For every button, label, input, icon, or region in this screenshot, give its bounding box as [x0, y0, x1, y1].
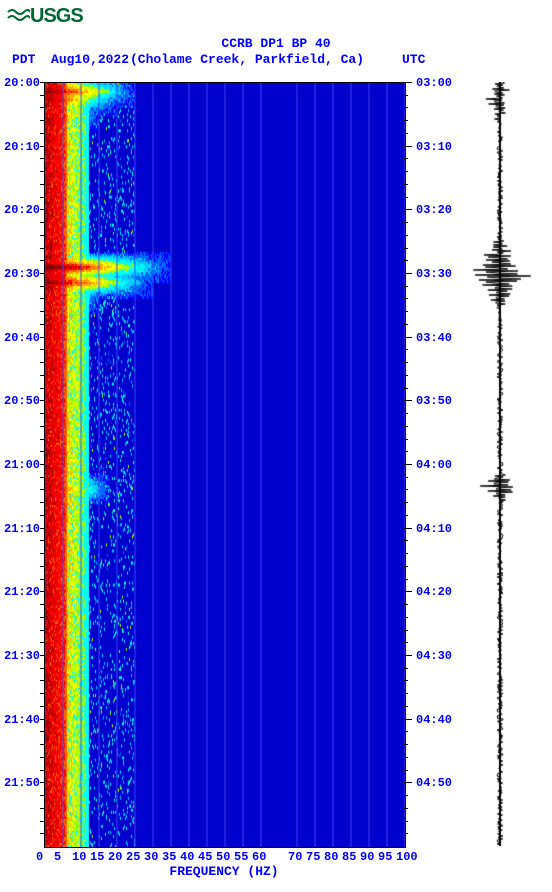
ytick-left: 20:20: [4, 203, 40, 217]
xtick: 45: [198, 850, 212, 864]
ytick-right: 04:30: [416, 649, 452, 663]
xtick: 60: [252, 850, 266, 864]
ytick-left: 21:10: [4, 522, 40, 536]
timezone-utc-label: UTC: [402, 52, 425, 67]
ytick-left: 21:30: [4, 649, 40, 663]
ytick-right: 03:20: [416, 203, 452, 217]
logo-text: USGS: [30, 5, 83, 28]
ytick-right: 03:30: [416, 267, 452, 281]
x-axis-label: FREQUENCY (HZ): [44, 864, 404, 879]
xtick: 80: [324, 850, 338, 864]
location-label: (Cholame Creek, Parkfield, Ca): [130, 52, 364, 67]
xtick: 70: [288, 850, 302, 864]
ytick-left: 21:50: [4, 776, 40, 790]
ytick-right: 03:40: [416, 331, 452, 345]
ytick-right: 04:10: [416, 522, 452, 536]
spectrogram-canvas: [45, 83, 405, 847]
xtick: 15: [90, 850, 104, 864]
ytick-left: 20:50: [4, 394, 40, 408]
ytick-left: 21:20: [4, 585, 40, 599]
ytick-left: 21:40: [4, 713, 40, 727]
xtick: 5: [54, 850, 61, 864]
xtick: 75: [306, 850, 320, 864]
ytick-left: 20:30: [4, 267, 40, 281]
date-label: Aug10,2022: [51, 52, 129, 67]
xtick: 30: [144, 850, 158, 864]
ytick-left: 20:00: [4, 76, 40, 90]
xtick: 35: [162, 850, 176, 864]
xtick: 90: [360, 850, 374, 864]
xtick: 20: [108, 850, 122, 864]
ytick-right: 03:10: [416, 140, 452, 154]
usgs-logo: USGS: [6, 4, 83, 28]
ytick-right: 04:50: [416, 776, 452, 790]
date-line: PDT Aug10,2022: [12, 52, 129, 67]
xtick: 0: [36, 850, 43, 864]
ytick-right: 03:00: [416, 76, 452, 90]
spectrogram-plot: [44, 82, 406, 848]
wave-icon: [6, 4, 30, 28]
ytick-right: 04:40: [416, 713, 452, 727]
chart-container: USGS CCRB DP1 BP 40 PDT Aug10,2022 (Chol…: [0, 0, 552, 892]
ytick-left: 21:00: [4, 458, 40, 472]
xtick: 100: [396, 850, 418, 864]
xtick: 55: [234, 850, 248, 864]
xtick: 10: [72, 850, 86, 864]
xtick: 85: [342, 850, 356, 864]
xtick: 50: [216, 850, 230, 864]
xtick: 95: [378, 850, 392, 864]
ytick-left: 20:40: [4, 331, 40, 345]
ytick-right: 04:20: [416, 585, 452, 599]
seismogram-trace: [460, 82, 540, 846]
ytick-right: 03:50: [416, 394, 452, 408]
xtick: 25: [126, 850, 140, 864]
ytick-right: 04:00: [416, 458, 452, 472]
chart-title: CCRB DP1 BP 40: [0, 36, 552, 51]
seismogram-canvas: [460, 82, 540, 846]
xtick: 40: [180, 850, 194, 864]
timezone-pdt-label: PDT: [12, 52, 35, 67]
ytick-left: 20:10: [4, 140, 40, 154]
